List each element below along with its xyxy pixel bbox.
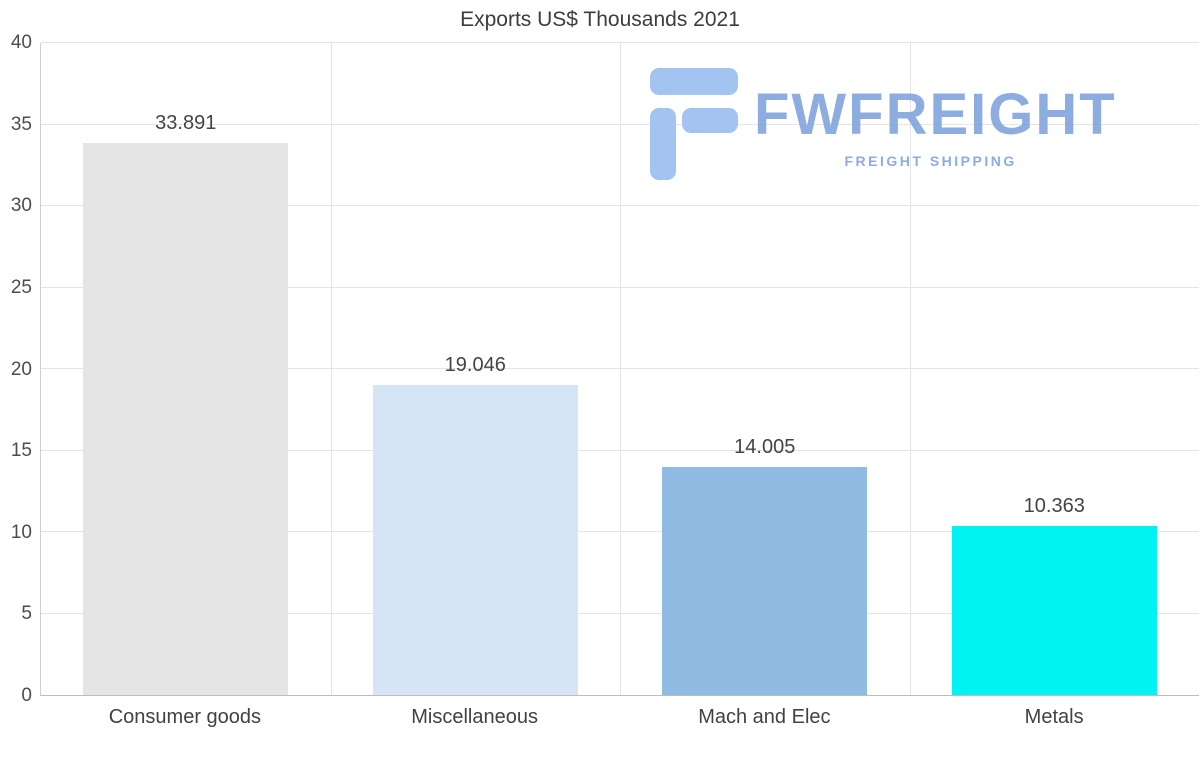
bar-value-label: 33.891 xyxy=(155,111,217,134)
brand-name: FWFREIGHT xyxy=(754,82,1117,147)
x-tick-label: Miscellaneous xyxy=(411,706,538,728)
bar-mach-and-elec xyxy=(662,466,868,695)
plot-area: 33.891 19.046 14.005 10.363 xyxy=(40,42,1199,696)
bar-miscellaneous xyxy=(372,384,578,695)
brand-logo: FWFREIGHT FREIGHT SHIPPING xyxy=(648,68,1117,180)
y-tick-label: 30 xyxy=(10,195,32,217)
brand-tagline: FREIGHT SHIPPING xyxy=(844,153,1017,169)
gridline-v xyxy=(330,43,332,695)
y-tick-label: 0 xyxy=(21,685,32,706)
x-tick-label: Metals xyxy=(1024,706,1084,728)
bar-value-label: 14.005 xyxy=(734,435,796,458)
x-tick-label: Consumer goods xyxy=(108,706,262,728)
y-axis: 0 5 10 15 20 25 30 35 40 xyxy=(0,33,34,706)
y-tick-label: 20 xyxy=(10,358,32,380)
gridline-v xyxy=(620,43,621,695)
y-tick-label: 35 xyxy=(10,113,32,135)
bar-value-label: 10.363 xyxy=(1023,495,1085,518)
x-axis: Consumer goods Miscellaneous Mach and Elec… xyxy=(40,706,1199,736)
y-tick-label: 25 xyxy=(10,276,32,298)
y-tick-label: 40 xyxy=(10,32,32,53)
bar-metals xyxy=(951,526,1157,695)
bar-value-label: 19.046 xyxy=(444,353,506,376)
chart-title: Exports US$ Thousands 2021 xyxy=(460,8,740,31)
gridline-h xyxy=(41,42,1199,43)
gridline-v xyxy=(909,43,911,695)
y-tick-label: 5 xyxy=(21,603,32,625)
logo-text: FWFREIGHT FREIGHT SHIPPING xyxy=(754,68,1117,170)
x-tick-label: Mach and Elec xyxy=(698,706,831,728)
bar-consumer-goods xyxy=(83,142,289,695)
y-tick-label: 10 xyxy=(10,521,32,543)
y-tick-label: 15 xyxy=(10,440,32,462)
freight-logo-icon xyxy=(650,68,738,180)
